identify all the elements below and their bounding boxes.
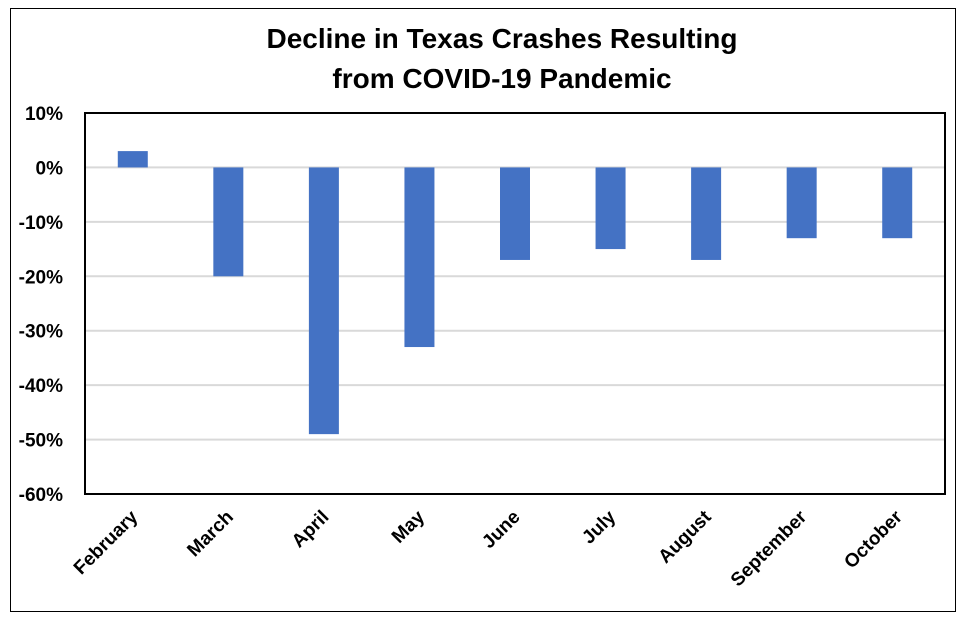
y-tick-label: -20%	[19, 267, 63, 288]
bar-may	[404, 167, 435, 348]
x-category-label: August	[655, 506, 717, 568]
plot-area-border	[84, 112, 946, 495]
bar-april	[308, 167, 339, 435]
x-category-label: July	[578, 506, 620, 548]
bar-august	[691, 167, 722, 260]
bar-june	[500, 167, 530, 260]
bar-september	[786, 167, 817, 239]
chart-title-line-1: Decline in Texas Crashes Resulting	[267, 23, 738, 54]
x-category-label: September	[727, 506, 812, 591]
y-tick-label: -40%	[19, 376, 63, 397]
x-category-label: February	[70, 506, 143, 579]
x-category-label: October	[840, 506, 907, 573]
bars	[117, 151, 913, 435]
y-tick-label: 10%	[25, 104, 63, 125]
y-tick-label: -60%	[19, 485, 63, 506]
bar-march	[213, 167, 244, 277]
bar-july	[595, 167, 626, 250]
x-category-label: May	[388, 506, 429, 547]
y-tick-label: -10%	[19, 213, 63, 234]
y-axis-tick-labels: 10% 0% -10% -20% -30% -40% -50% -60%	[19, 104, 63, 506]
y-tick-label: -50%	[19, 431, 63, 452]
x-category-label: June	[478, 507, 524, 553]
chart-frame	[10, 8, 956, 612]
bar-october	[882, 167, 913, 239]
chart-title-line-2: from COVID-19 Pandemic	[332, 63, 671, 94]
y-tick-label: -30%	[19, 322, 63, 343]
y-tick-label: 0%	[36, 158, 64, 179]
x-category-label: March	[183, 507, 237, 561]
x-axis-category-labels: February March April May June July August Septe…	[70, 506, 907, 591]
bar-february	[117, 151, 148, 168]
x-category-label: April	[288, 507, 333, 552]
chart-title: Decline in Texas Crashes Resulting from …	[267, 23, 738, 94]
